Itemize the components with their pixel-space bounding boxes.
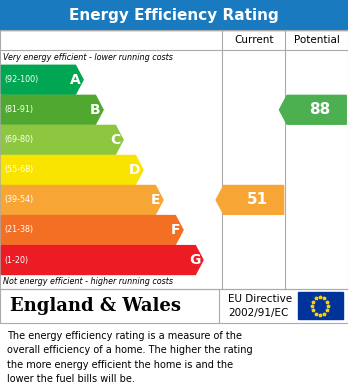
Polygon shape — [1, 126, 123, 154]
Text: Very energy efficient - lower running costs: Very energy efficient - lower running co… — [3, 53, 173, 63]
Polygon shape — [1, 65, 83, 94]
Text: The energy efficiency rating is a measure of the
overall efficiency of a home. T: The energy efficiency rating is a measur… — [7, 331, 253, 384]
Text: F: F — [171, 223, 180, 237]
Text: Potential: Potential — [294, 35, 340, 45]
Text: (55-68): (55-68) — [5, 165, 34, 174]
Bar — [0, 30, 348, 289]
Text: (81-91): (81-91) — [5, 105, 34, 114]
Text: England & Wales: England & Wales — [10, 297, 181, 315]
Polygon shape — [1, 246, 203, 274]
Polygon shape — [279, 95, 346, 124]
Text: G: G — [189, 253, 200, 267]
Polygon shape — [1, 215, 183, 244]
Polygon shape — [1, 95, 103, 124]
Polygon shape — [1, 185, 163, 214]
Polygon shape — [216, 185, 284, 214]
Text: (92-100): (92-100) — [5, 75, 39, 84]
Text: A: A — [70, 73, 80, 87]
Text: D: D — [129, 163, 140, 177]
Text: 51: 51 — [247, 192, 268, 208]
Text: (1-20): (1-20) — [5, 256, 29, 265]
Text: EU Directive
2002/91/EC: EU Directive 2002/91/EC — [228, 294, 292, 317]
Text: Energy Efficiency Rating: Energy Efficiency Rating — [69, 7, 279, 23]
Text: (39-54): (39-54) — [5, 196, 34, 204]
Text: C: C — [110, 133, 120, 147]
Text: E: E — [151, 193, 160, 207]
Polygon shape — [1, 156, 143, 184]
Text: Current: Current — [234, 35, 274, 45]
Bar — [298, 292, 343, 319]
Text: (21-38): (21-38) — [5, 226, 34, 235]
Text: B: B — [90, 103, 100, 117]
Text: (69-80): (69-80) — [5, 135, 34, 144]
Bar — [0, 289, 348, 323]
Text: Not energy efficient - higher running costs: Not energy efficient - higher running co… — [3, 277, 174, 287]
Text: 88: 88 — [309, 102, 331, 117]
Bar — [0, 0, 348, 30]
